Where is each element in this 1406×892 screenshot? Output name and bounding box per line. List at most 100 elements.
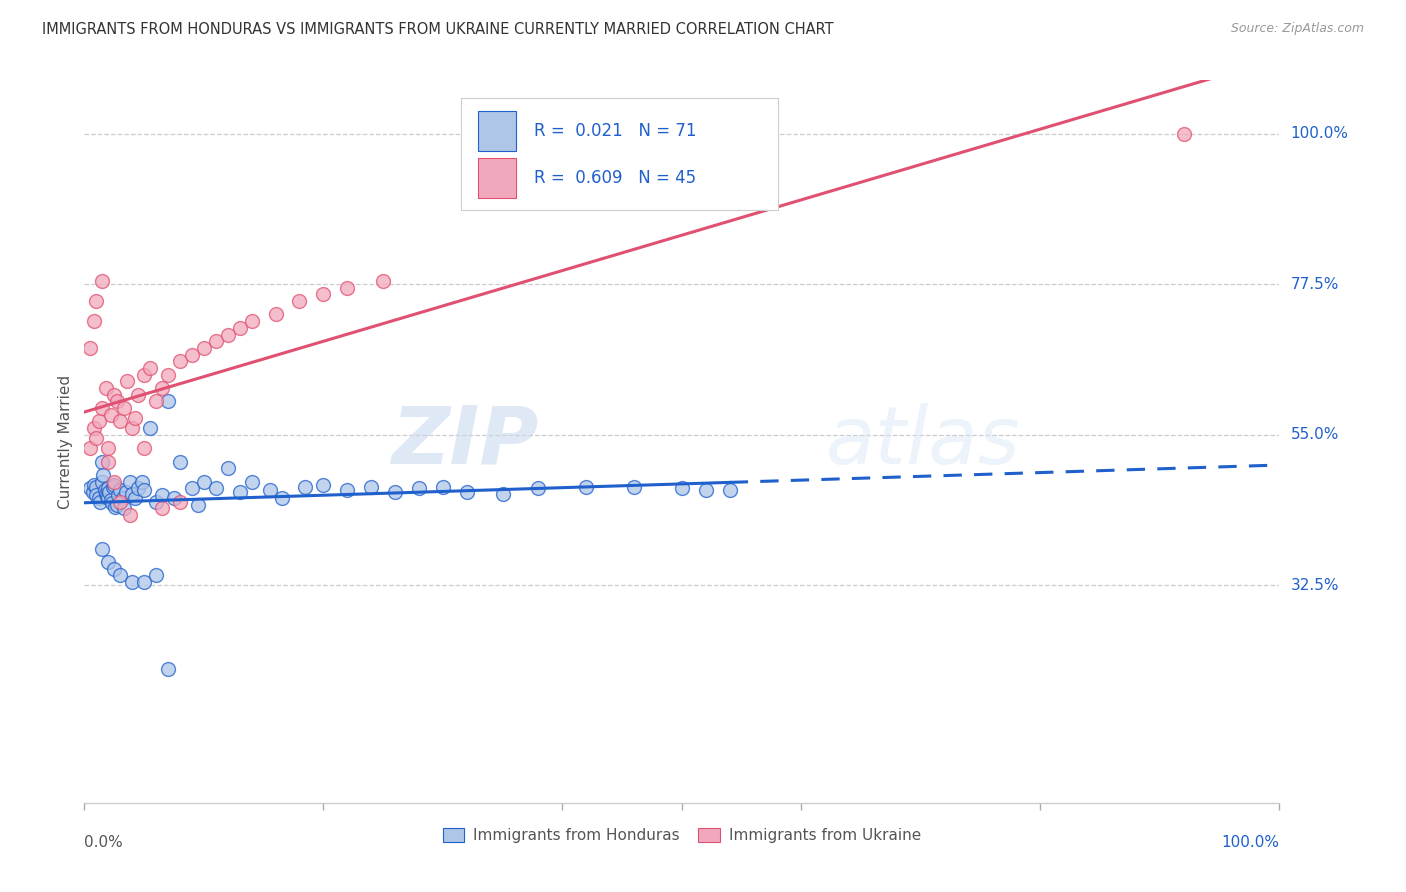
Point	[98, 484, 121, 499]
Text: 77.5%: 77.5%	[1291, 277, 1339, 292]
Point	[79, 442, 101, 455]
Point	[127, 482, 149, 496]
Point	[79, 341, 101, 355]
Point	[163, 491, 186, 506]
Point	[86, 488, 108, 502]
Point	[105, 394, 128, 409]
Point	[118, 475, 141, 489]
Point	[157, 394, 180, 409]
Bar	[478, 111, 516, 151]
Text: 32.5%: 32.5%	[1291, 578, 1339, 593]
Point	[527, 482, 550, 496]
Point	[294, 480, 316, 494]
Bar	[478, 158, 516, 198]
Text: Source: ZipAtlas.com: Source: ZipAtlas.com	[1230, 22, 1364, 36]
Point	[193, 475, 215, 489]
Point	[169, 494, 191, 508]
Text: 100.0%: 100.0%	[1222, 835, 1279, 850]
Point	[91, 475, 114, 489]
Point	[240, 475, 263, 489]
Point	[91, 401, 114, 416]
Point	[169, 455, 191, 469]
Text: R =  0.609   N = 45: R = 0.609 N = 45	[534, 169, 696, 186]
Text: 0.0%: 0.0%	[84, 835, 124, 850]
Point	[205, 482, 228, 496]
Point	[336, 281, 359, 295]
Point	[87, 414, 110, 429]
Point	[157, 662, 180, 676]
Point	[97, 455, 120, 469]
Point	[145, 494, 167, 508]
Text: R =  0.021   N = 71: R = 0.021 N = 71	[534, 122, 696, 140]
Point	[124, 491, 146, 506]
Point	[127, 387, 149, 401]
Point	[93, 467, 115, 482]
Point	[169, 354, 191, 368]
Point	[139, 361, 162, 376]
Point	[131, 475, 153, 489]
Point	[117, 375, 139, 389]
Point	[83, 314, 105, 328]
Point	[150, 381, 173, 395]
Point	[312, 287, 335, 301]
Point	[97, 482, 120, 496]
Point	[139, 421, 162, 435]
Point	[312, 478, 335, 492]
Point	[384, 484, 406, 499]
Point	[718, 483, 741, 497]
Point	[145, 568, 167, 582]
Point	[83, 478, 105, 492]
Point	[270, 491, 292, 506]
Point	[91, 274, 114, 288]
Point	[181, 482, 204, 496]
Point	[87, 491, 110, 506]
Point	[132, 575, 156, 590]
Point	[193, 341, 215, 355]
Point	[288, 294, 311, 309]
Point	[150, 488, 173, 502]
Point	[89, 494, 111, 508]
Point	[623, 480, 645, 494]
Point	[94, 381, 117, 395]
Point	[101, 496, 124, 510]
Point	[336, 483, 359, 497]
Point	[121, 421, 143, 435]
Point	[79, 482, 101, 496]
Point	[97, 442, 120, 455]
Point	[105, 498, 128, 512]
Point	[103, 478, 125, 492]
Text: ZIP: ZIP	[391, 402, 538, 481]
Point	[97, 555, 120, 569]
FancyBboxPatch shape	[461, 98, 778, 211]
Point	[121, 575, 143, 590]
Point	[103, 475, 125, 489]
Text: IMMIGRANTS FROM HONDURAS VS IMMIGRANTS FROM UKRAINE CURRENTLY MARRIED CORRELATIO: IMMIGRANTS FROM HONDURAS VS IMMIGRANTS F…	[42, 22, 834, 37]
Point	[408, 482, 430, 496]
Point	[456, 484, 478, 499]
Point	[111, 491, 134, 506]
Point	[373, 274, 395, 288]
Point	[150, 501, 173, 516]
Point	[100, 493, 122, 508]
Point	[264, 307, 287, 322]
Point	[1173, 127, 1195, 141]
Point	[94, 487, 117, 501]
Point	[82, 484, 104, 499]
Legend: Immigrants from Honduras, Immigrants from Ukraine: Immigrants from Honduras, Immigrants fro…	[437, 822, 927, 849]
Point	[115, 484, 138, 499]
Point	[86, 294, 108, 309]
Point	[259, 483, 281, 497]
Point	[205, 334, 228, 349]
Point	[187, 498, 209, 512]
Point	[91, 541, 114, 556]
Point	[132, 442, 156, 455]
Point	[124, 411, 146, 425]
Point	[132, 368, 156, 382]
Point	[91, 455, 114, 469]
Point	[432, 480, 454, 494]
Point	[93, 483, 115, 497]
Point	[112, 501, 135, 516]
Point	[86, 431, 108, 445]
Point	[110, 483, 132, 497]
Text: 55.0%: 55.0%	[1291, 427, 1339, 442]
